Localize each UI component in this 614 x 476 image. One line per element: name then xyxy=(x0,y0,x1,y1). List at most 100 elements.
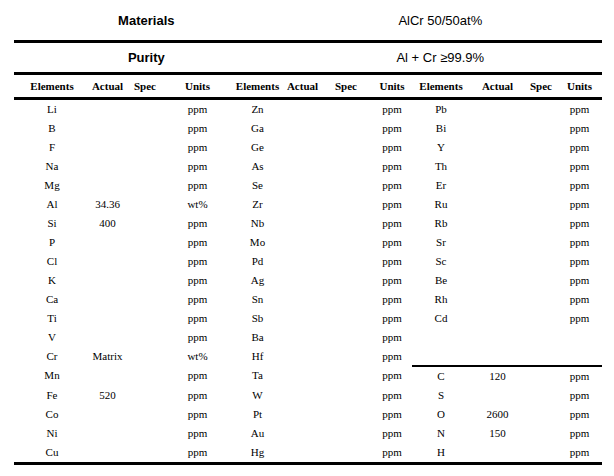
cell-units-group-2: ppm xyxy=(372,233,412,252)
cell-units-group-2: ppm xyxy=(372,157,412,176)
cell-spec-group-1 xyxy=(125,386,165,405)
header-actual-group-1: Actual xyxy=(90,75,125,98)
cell-units-group-2: ppm xyxy=(372,176,412,195)
cell-element-group-1: Si xyxy=(14,214,90,233)
cell-units-group-2: ppm xyxy=(372,405,412,424)
table-row: Si400ppmNbppmRbppm xyxy=(14,214,602,233)
cell-actual-group-2 xyxy=(285,424,320,443)
cell-spec-group-1 xyxy=(125,195,165,214)
cell-units-group-2: ppm xyxy=(372,366,412,386)
cell-units-group-1: ppm xyxy=(165,252,230,271)
cell-element-group-2: W xyxy=(230,386,285,405)
cell-units-group-1: ppm xyxy=(165,424,230,443)
cell-element-group-3: Ru xyxy=(412,195,470,214)
cell-actual-group-1 xyxy=(90,405,125,424)
cell-units-group-3 xyxy=(557,328,602,347)
table-row: NippmAuppmN150ppm xyxy=(14,424,602,443)
cell-spec-group-1 xyxy=(125,252,165,271)
cell-spec-group-2 xyxy=(320,271,372,290)
cell-actual-group-3 xyxy=(470,98,525,119)
cell-actual-group-3 xyxy=(470,252,525,271)
cell-actual-group-1 xyxy=(90,290,125,309)
cell-spec-group-2 xyxy=(320,157,372,176)
cell-units-group-1: ppm xyxy=(165,328,230,347)
cell-spec-group-2 xyxy=(320,328,372,347)
cell-units-group-1: ppm xyxy=(165,366,230,386)
cell-actual-group-2 xyxy=(285,157,320,176)
cell-units-group-3: ppm xyxy=(557,98,602,119)
cell-element-group-3: Th xyxy=(412,157,470,176)
cell-spec-group-2 xyxy=(320,386,372,405)
table-row: NappmAsppmThppm xyxy=(14,157,602,176)
cell-units-group-1: wt% xyxy=(165,347,230,366)
table-row: LippmZnppmPbppm xyxy=(14,98,602,119)
cell-units-group-1: ppm xyxy=(165,157,230,176)
cell-element-group-3 xyxy=(412,328,470,347)
cell-actual-group-1 xyxy=(90,328,125,347)
table-row: CrMatrixwt%Hfppm xyxy=(14,347,602,366)
cell-units-group-3: ppm xyxy=(557,233,602,252)
cell-units-group-3 xyxy=(557,347,602,366)
cell-units-group-1: ppm xyxy=(165,386,230,405)
cell-element-group-1: Ni xyxy=(14,424,90,443)
cell-units-group-2: ppm xyxy=(372,309,412,328)
cell-actual-group-1: 520 xyxy=(90,386,125,405)
cell-actual-group-1: Matrix xyxy=(90,347,125,366)
table-row: MnppmTappmC120ppm xyxy=(14,366,602,386)
cell-spec-group-1 xyxy=(125,405,165,424)
materials-label: Materials xyxy=(14,13,279,28)
cell-units-group-3: ppm xyxy=(557,443,602,464)
purity-value: Al + Cr ≥99.9% xyxy=(279,50,602,65)
cell-units-group-3: ppm xyxy=(557,271,602,290)
cell-units-group-3: ppm xyxy=(557,290,602,309)
cell-element-group-1: Mn xyxy=(14,366,90,386)
table-row: BppmGappmBippm xyxy=(14,119,602,138)
cell-spec-group-3 xyxy=(525,252,557,271)
cell-units-group-1: wt% xyxy=(165,195,230,214)
cell-actual-group-1: 34.36 xyxy=(90,195,125,214)
cell-spec-group-1 xyxy=(125,271,165,290)
table-row: Al34.36wt%ZrppmRuppm xyxy=(14,195,602,214)
cell-spec-group-3 xyxy=(525,98,557,119)
cell-actual-group-2 xyxy=(285,98,320,119)
cell-actual-group-3 xyxy=(470,138,525,157)
cell-spec-group-3 xyxy=(525,290,557,309)
cell-units-group-3: ppm xyxy=(557,195,602,214)
header-actual-group-2: Actual xyxy=(285,75,320,98)
cell-units-group-2: ppm xyxy=(372,119,412,138)
cell-spec-group-2 xyxy=(320,405,372,424)
certificate-of-analysis-page: Materials AlCr 50/50at% Purity Al + Cr ≥… xyxy=(0,0,614,476)
cell-actual-group-3 xyxy=(470,347,525,366)
cell-units-group-2: ppm xyxy=(372,271,412,290)
cell-actual-group-2 xyxy=(285,347,320,366)
cell-spec-group-2 xyxy=(320,233,372,252)
cell-units-group-3: ppm xyxy=(557,138,602,157)
cell-spec-group-3 xyxy=(525,214,557,233)
cell-spec-group-1 xyxy=(125,98,165,119)
cell-units-group-1: ppm xyxy=(165,443,230,464)
cell-element-group-2: Ta xyxy=(230,366,285,386)
cell-element-group-3 xyxy=(412,347,470,366)
cell-spec-group-2 xyxy=(320,214,372,233)
cell-spec-group-3 xyxy=(525,443,557,464)
table-row: CuppmHgppmHppm xyxy=(14,443,602,464)
cell-element-group-3: Sc xyxy=(412,252,470,271)
cell-units-group-3: ppm xyxy=(557,157,602,176)
cell-spec-group-3 xyxy=(525,405,557,424)
table-row: MgppmSeppmErppm xyxy=(14,176,602,195)
cell-actual-group-1 xyxy=(90,233,125,252)
cell-actual-group-2 xyxy=(285,119,320,138)
cell-element-group-2: Hg xyxy=(230,443,285,464)
cell-actual-group-1 xyxy=(90,443,125,464)
cell-spec-group-1 xyxy=(125,328,165,347)
cell-element-group-3: Cd xyxy=(412,309,470,328)
cell-units-group-3: ppm xyxy=(557,405,602,424)
cell-units-group-2: ppm xyxy=(372,138,412,157)
cell-actual-group-2 xyxy=(285,252,320,271)
cell-spec-group-2 xyxy=(320,347,372,366)
header-actual-group-3: Actual xyxy=(470,75,525,98)
cell-spec-group-2 xyxy=(320,366,372,386)
cell-element-group-3: C xyxy=(412,366,470,386)
cell-element-group-2: Ag xyxy=(230,271,285,290)
cell-actual-group-2 xyxy=(285,386,320,405)
